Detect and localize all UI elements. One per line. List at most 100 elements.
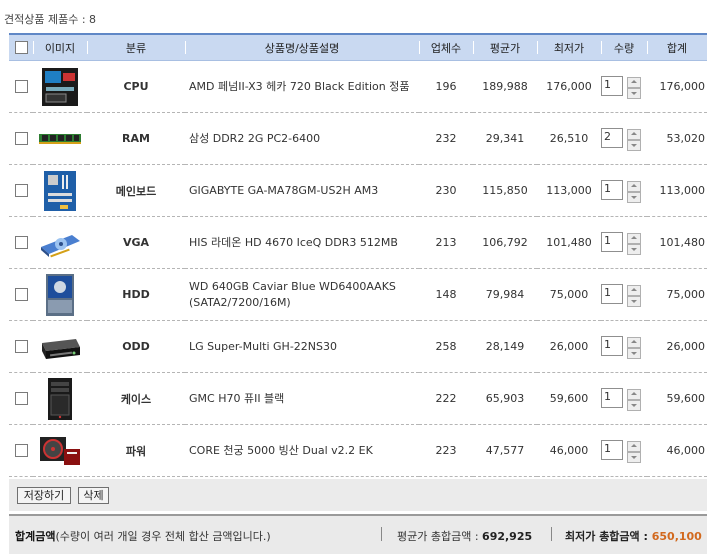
ram-module-icon[interactable]: [38, 117, 82, 161]
summary-divider: [551, 527, 552, 541]
row-category: 케이스: [87, 372, 185, 425]
row-total: 53,020: [647, 112, 707, 165]
col-category: 분류: [87, 33, 185, 61]
hard-drive-icon[interactable]: [38, 273, 82, 317]
qty-up-arrow-icon[interactable]: [627, 232, 641, 244]
qty-up-arrow-icon[interactable]: [627, 440, 641, 452]
quantity-input[interactable]: 1: [601, 75, 623, 96]
table-row: 파워 CORE 천궁 5000 빙산 Dual v2.2 EK 223 47,5…: [9, 424, 707, 477]
qty-down-arrow-icon[interactable]: [627, 191, 641, 203]
row-product-name[interactable]: GIGABYTE GA-MA78GM-US2H AM3: [185, 164, 419, 217]
qty-up-arrow-icon[interactable]: [627, 180, 641, 192]
row-product-name[interactable]: WD 640GB Caviar Blue WD6400AAKS (SATA2/72…: [185, 268, 419, 321]
row-min-price: 101,480: [537, 216, 601, 269]
row-category: 메인보드: [87, 164, 185, 217]
row-total: 176,000: [647, 60, 707, 113]
cpu-box-icon[interactable]: [38, 65, 82, 109]
row-category: RAM: [87, 112, 185, 165]
row-total: 75,000: [647, 268, 707, 321]
graphics-card-icon[interactable]: [38, 221, 82, 265]
quantity-input[interactable]: 1: [601, 179, 623, 200]
row-min-price: 46,000: [537, 424, 601, 477]
col-qty: 수량: [601, 33, 647, 61]
row-category: HDD: [87, 268, 185, 321]
quantity-input[interactable]: 1: [601, 283, 623, 304]
row-vendor-count: 223: [419, 424, 473, 477]
quantity-input[interactable]: 1: [601, 231, 623, 252]
row-checkbox[interactable]: [14, 288, 28, 302]
row-checkbox[interactable]: [14, 340, 28, 354]
select-all-checkbox[interactable]: [14, 41, 28, 55]
row-total: 26,000: [647, 320, 707, 373]
qty-up-arrow-icon[interactable]: [627, 336, 641, 348]
row-total: 101,480: [647, 216, 707, 269]
row-checkbox[interactable]: [14, 80, 28, 94]
summary-label-note: (수량이 여러 개일 경우 전체 합산 금액입니다.): [55, 530, 271, 543]
avg-total: 평균가 총합금액 : 692,925: [397, 528, 532, 544]
row-min-price: 26,510: [537, 112, 601, 165]
row-category: ODD: [87, 320, 185, 373]
row-checkbox[interactable]: [14, 236, 28, 250]
quantity-input[interactable]: 2: [601, 127, 623, 148]
optical-drive-icon[interactable]: [38, 325, 82, 369]
summary-divider: [381, 527, 382, 541]
quantity-stepper: 1: [601, 179, 641, 203]
quantity-stepper: 1: [601, 283, 641, 307]
row-product-name[interactable]: HIS 라데온 HD 4670 IceQ DDR3 512MB: [185, 216, 419, 269]
row-vendor-count: 148: [419, 268, 473, 321]
row-min-price: 59,600: [537, 372, 601, 425]
col-image: 이미지: [33, 33, 87, 61]
qty-down-arrow-icon[interactable]: [627, 243, 641, 255]
summary-bar: 합계금액(수량이 여러 개일 경우 전체 합산 금액입니다.) 평균가 총합금액…: [9, 514, 707, 554]
avg-total-label: 평균가 총합금액 :: [397, 530, 483, 543]
row-checkbox[interactable]: [14, 132, 28, 146]
row-vendor-count: 196: [419, 60, 473, 113]
row-min-price: 26,000: [537, 320, 601, 373]
min-total-value: 650,100: [651, 530, 702, 543]
table-row: CPU AMD 페넘II-X3 헤카 720 Black Edition 정품 …: [9, 60, 707, 113]
qty-up-arrow-icon[interactable]: [627, 388, 641, 400]
row-checkbox[interactable]: [14, 184, 28, 198]
qty-down-arrow-icon[interactable]: [627, 347, 641, 359]
col-total: 합계: [647, 33, 707, 61]
quantity-stepper: 2: [601, 127, 641, 151]
quantity-input[interactable]: 1: [601, 335, 623, 356]
quantity-input[interactable]: 1: [601, 387, 623, 408]
row-vendor-count: 222: [419, 372, 473, 425]
qty-up-arrow-icon[interactable]: [627, 76, 641, 88]
quantity-stepper: 1: [601, 75, 641, 99]
power-supply-icon[interactable]: [38, 429, 82, 473]
row-product-name[interactable]: GMC H70 퓨II 블랙: [185, 372, 419, 425]
qty-down-arrow-icon[interactable]: [627, 399, 641, 411]
row-min-price: 113,000: [537, 164, 601, 217]
save-button[interactable]: 저장하기: [17, 487, 71, 504]
row-product-name[interactable]: CORE 천궁 5000 빙산 Dual v2.2 EK: [185, 424, 419, 477]
qty-down-arrow-icon[interactable]: [627, 139, 641, 151]
table-row: RAM 삼성 DDR2 2G PC2-6400 232 29,341 26,51…: [9, 112, 707, 165]
delete-button[interactable]: 삭제: [78, 487, 109, 504]
qty-up-arrow-icon[interactable]: [627, 128, 641, 140]
row-product-name[interactable]: LG Super-Multi GH-22NS30: [185, 320, 419, 373]
quantity-input[interactable]: 1: [601, 439, 623, 460]
row-avg-price: 115,850: [473, 164, 537, 217]
qty-down-arrow-icon[interactable]: [627, 87, 641, 99]
motherboard-icon[interactable]: [38, 169, 82, 213]
quantity-stepper: 1: [601, 439, 641, 463]
row-vendor-count: 230: [419, 164, 473, 217]
qty-down-arrow-icon[interactable]: [627, 451, 641, 463]
table-row: 메인보드 GIGABYTE GA-MA78GM-US2H AM3 230 115…: [9, 164, 707, 217]
row-product-name[interactable]: AMD 페넘II-X3 헤카 720 Black Edition 정품: [185, 60, 419, 113]
row-product-name[interactable]: 삼성 DDR2 2G PC2-6400: [185, 112, 419, 165]
col-min-price: 최저가: [537, 33, 601, 61]
action-bar: 저장하기 삭제: [9, 479, 707, 511]
quantity-stepper: 1: [601, 335, 641, 359]
row-category: 파워: [87, 424, 185, 477]
qty-down-arrow-icon[interactable]: [627, 295, 641, 307]
quantity-stepper: 1: [601, 231, 641, 255]
row-checkbox[interactable]: [14, 392, 28, 406]
row-checkbox[interactable]: [14, 444, 28, 458]
pc-case-icon[interactable]: [38, 377, 82, 421]
row-min-price: 176,000: [537, 60, 601, 113]
summary-label: 합계금액(수량이 여러 개일 경우 전체 합산 금액입니다.): [15, 528, 271, 544]
qty-up-arrow-icon[interactable]: [627, 284, 641, 296]
